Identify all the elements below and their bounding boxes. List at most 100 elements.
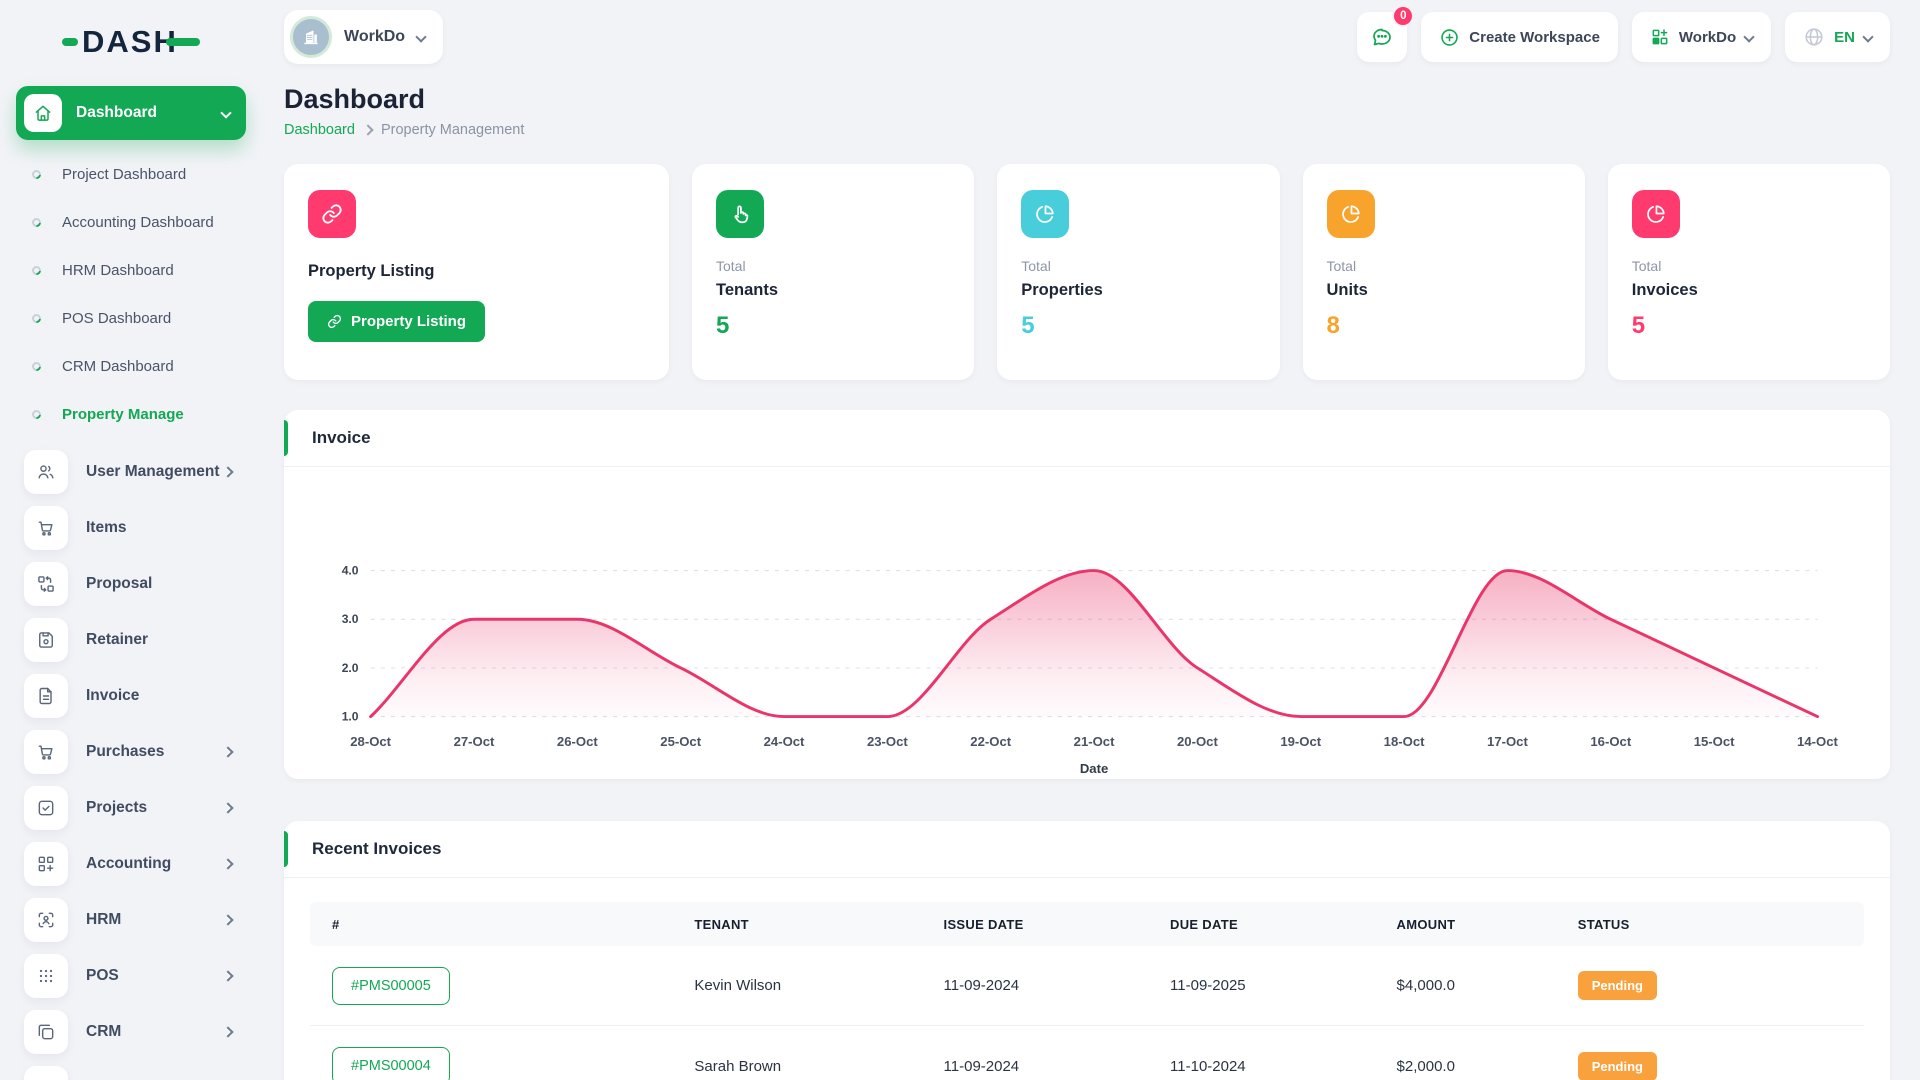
pie-chart-icon — [1021, 190, 1070, 238]
breadcrumb-root-link[interactable]: Dashboard — [284, 122, 355, 138]
sidebar-item-property-manage[interactable]: Property Manage — [0, 1060, 262, 1080]
sidebar-item-label: HRM Dashboard — [62, 261, 174, 279]
sidebar-item-label: Accounting Dashboard — [62, 213, 214, 231]
workspace-selector[interactable]: WorkDo — [284, 10, 444, 64]
apps-grid-icon — [1652, 29, 1668, 45]
invoice-id-button[interactable]: #PMS00005 — [332, 966, 450, 1005]
sidebar-item-dashboard[interactable]: Dashboard — [16, 86, 246, 140]
create-workspace-button[interactable]: Create Workspace — [1421, 12, 1618, 62]
due-date-cell: 11-10-2024 — [1170, 1057, 1246, 1075]
properties-stat-card: Total Properties 5 — [997, 164, 1280, 380]
tenant-cell: Sarah Brown — [694, 1057, 782, 1075]
sidebar-item-items[interactable]: Items — [0, 500, 262, 556]
sidebar-item-purchases[interactable]: Purchases — [0, 724, 262, 780]
topbar-actions: 0 Create Workspace WorkDo EN — [1357, 5, 1890, 62]
app-selector-button[interactable]: WorkDo — [1631, 12, 1772, 62]
sidebar-item-label: POS Dashboard — [62, 309, 172, 327]
sidebar-item-invoice[interactable]: Invoice — [0, 668, 262, 724]
column-header: STATUS — [1577, 916, 1630, 932]
sidebar-item-accounting[interactable]: Accounting — [0, 836, 262, 892]
invoice-id-button[interactable]: #PMS00004 — [332, 1047, 450, 1080]
grid-dots-icon — [24, 954, 68, 998]
sidebar-item-label: Projects — [86, 799, 148, 816]
chevron-down-icon — [1743, 31, 1755, 43]
sidebar-item-label: Retainer — [86, 631, 149, 648]
recent-invoices-title: Recent Invoices — [312, 839, 442, 858]
chevron-right-icon — [222, 466, 234, 478]
sidebar-item-label: User Management — [86, 463, 220, 480]
chevron-down-icon — [1862, 31, 1874, 43]
sidebar-item-pos[interactable]: POS — [0, 948, 262, 1004]
invoice-chart-panel: Invoice 4.0 3.0 2.0 1.0 28-Oct 27-Oct 26-Oct 25… — [284, 410, 1890, 779]
stat-cards-row: Property Listing Property Listing Total … — [284, 164, 1890, 380]
stat-label: Units — [1326, 281, 1368, 299]
chevron-right-icon — [222, 746, 234, 758]
sidebar-item-user-management[interactable]: User Management — [0, 444, 262, 500]
proposal-icon — [24, 562, 68, 606]
stat-value: 5 — [716, 312, 730, 339]
sidebar-item-proposal[interactable]: Proposal — [0, 556, 262, 612]
invoice-file-icon — [24, 674, 68, 718]
dashboard-submenu: Project Dashboard Accounting Dashboard H… — [0, 150, 262, 438]
messages-button[interactable]: 0 — [1357, 5, 1415, 62]
due-date-cell: 11-09-2025 — [1170, 977, 1246, 994]
person-scan-icon — [24, 898, 68, 942]
chevron-right-icon — [222, 802, 234, 814]
sidebar-item-label: HRM — [86, 911, 122, 928]
sidebar-item-hrm-dashboard[interactable]: HRM Dashboard — [0, 246, 262, 294]
sidebar-menu: User Management Items Proposal Retainer … — [0, 444, 262, 1080]
status-badge: Pending — [1577, 1051, 1657, 1080]
sidebar-item-label: Invoice — [86, 687, 140, 704]
stat-value: 5 — [1021, 312, 1035, 339]
sidebar-item-crm-dashboard[interactable]: CRM Dashboard — [0, 342, 262, 390]
topbar: WorkDo 0 Create Workspace WorkDo — [284, 0, 1890, 74]
issue-date-cell: 11-09-2024 — [943, 1057, 1020, 1075]
sidebar-item-projects[interactable]: Projects — [0, 780, 262, 836]
sidebar-item-property-manage-dashboard[interactable]: Property Manage — [0, 390, 262, 438]
stat-value: 5 — [1631, 312, 1646, 339]
chevron-down-icon — [220, 107, 232, 119]
workspace-building-icon — [290, 16, 332, 58]
table-row: #PMS00005 Kevin Wilson 11-09-2024 11-09-… — [310, 946, 1864, 1026]
svg-text:28-Oct: 28-Oct — [350, 734, 392, 749]
column-header: ISSUE DATE — [943, 916, 1024, 932]
sidebar-item-hrm[interactable]: HRM — [0, 892, 262, 948]
logo-accent-bar-icon — [165, 38, 200, 46]
svg-text:15-Oct: 15-Oct — [1694, 734, 1736, 749]
svg-text:20-Oct: 20-Oct — [1177, 734, 1219, 749]
stat-label: Invoices — [1631, 281, 1698, 299]
stat-prefix: Total — [1326, 258, 1357, 274]
workspace-name: WorkDo — [344, 28, 406, 45]
svg-text:4.0: 4.0 — [342, 564, 359, 578]
amount-cell: $4,000.0 — [1396, 977, 1455, 994]
sidebar-item-retainer[interactable]: Retainer — [0, 612, 262, 668]
column-header: DUE DATE — [1170, 916, 1238, 932]
main-area: WorkDo 0 Create Workspace WorkDo — [262, 0, 1920, 1080]
property-listing-button[interactable]: Property Listing — [308, 301, 486, 342]
sidebar-group-label: Dashboard — [76, 104, 157, 121]
sidebar-item-project-dashboard[interactable]: Project Dashboard — [0, 150, 262, 198]
retainer-icon — [24, 618, 68, 662]
sidebar-item-crm[interactable]: CRM — [0, 1004, 262, 1060]
svg-text:24-Oct: 24-Oct — [764, 734, 806, 749]
language-selector[interactable]: EN — [1785, 12, 1890, 62]
language-code: EN — [1834, 28, 1855, 46]
bullet-icon — [30, 311, 43, 325]
property-listing-title: Property Listing — [308, 262, 435, 280]
svg-text:21-Oct: 21-Oct — [1074, 734, 1116, 749]
sidebar-item-pos-dashboard[interactable]: POS Dashboard — [0, 294, 262, 342]
invoice-panel-title: Invoice — [312, 428, 371, 447]
status-badge: Pending — [1577, 971, 1657, 1000]
brand-logo[interactable]: DASH — [62, 24, 262, 60]
sidebar-item-accounting-dashboard[interactable]: Accounting Dashboard — [0, 198, 262, 246]
stat-prefix: Total — [716, 258, 746, 274]
svg-text:22-Oct: 22-Oct — [970, 734, 1012, 749]
invoice-area-chart: 4.0 3.0 2.0 1.0 28-Oct 27-Oct 26-Oct 25-Oct 24-O… — [342, 564, 1839, 775]
sidebar-item-label: Proposal — [86, 575, 153, 592]
stat-label: Properties — [1021, 281, 1103, 299]
svg-text:16-Oct: 16-Oct — [1590, 734, 1632, 749]
svg-text:Date: Date — [1080, 761, 1108, 775]
invoice-panel-header: Invoice — [284, 410, 1890, 467]
amount-cell: $2,000.0 — [1396, 1057, 1455, 1075]
chevron-right-icon — [222, 914, 234, 926]
